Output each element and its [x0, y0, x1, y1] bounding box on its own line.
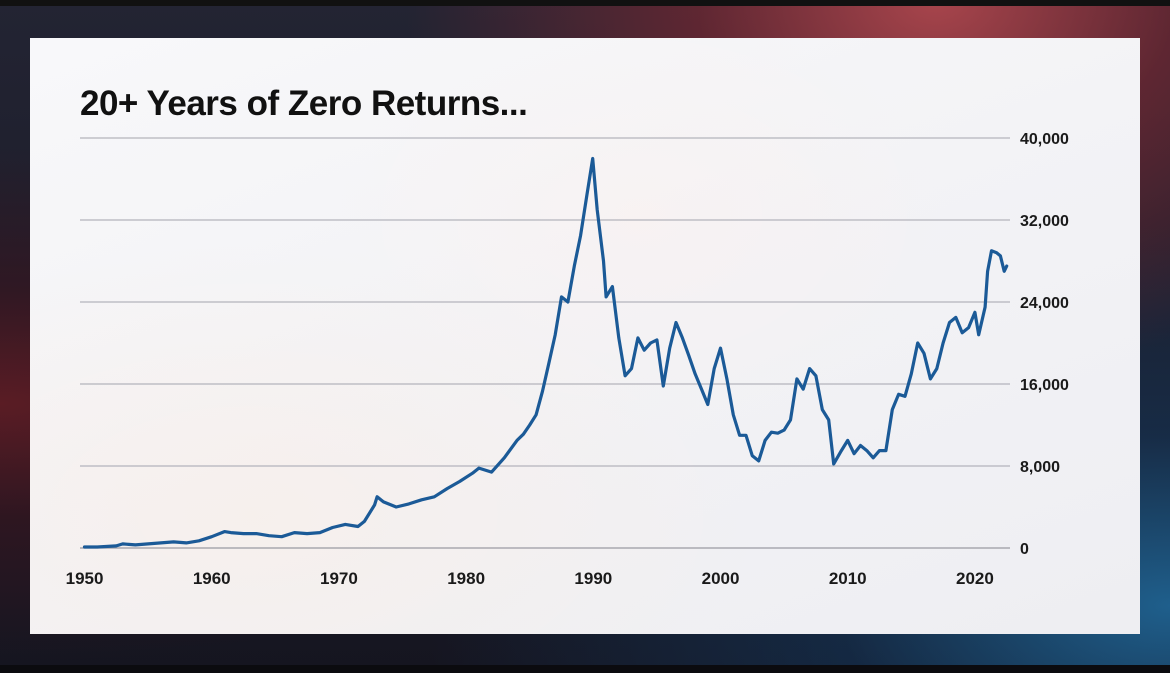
x-tick-label: 1990: [574, 569, 612, 588]
chart-panel: 20+ Years of Zero Returns... 0 8,000 16,00…: [30, 38, 1140, 634]
x-tick-label: 1980: [447, 569, 485, 588]
x-tick-label: 2010: [829, 569, 867, 588]
top-letterbox: [0, 0, 1170, 6]
series-layer: [82, 156, 1009, 549]
series-line-0: [82, 156, 1009, 549]
chart-title: 20+ Years of Zero Returns...: [80, 84, 528, 123]
x-tick-label: 1950: [66, 569, 104, 588]
y-tick-label: 32,000: [1020, 213, 1069, 230]
y-tick-label: 16,000: [1020, 377, 1069, 394]
y-axis-tick-labels: 0 8,000 16,000 24,000 32,000 40,000: [1020, 131, 1069, 558]
x-axis-tick-labels: 1950 1960 1970 1980 1990 2000 2010 2020: [66, 569, 994, 588]
x-tick-label: 1960: [193, 569, 231, 588]
y-tick-label: 0: [1020, 541, 1029, 558]
x-tick-label: 2020: [956, 569, 994, 588]
y-tick-label: 24,000: [1020, 295, 1069, 312]
bottom-letterbox: [0, 665, 1170, 673]
x-tick-label: 1970: [320, 569, 358, 588]
y-tick-label: 40,000: [1020, 131, 1069, 148]
gridlines: [80, 137, 1010, 549]
y-tick-label: 8,000: [1020, 459, 1060, 476]
x-tick-label: 2000: [702, 569, 740, 588]
